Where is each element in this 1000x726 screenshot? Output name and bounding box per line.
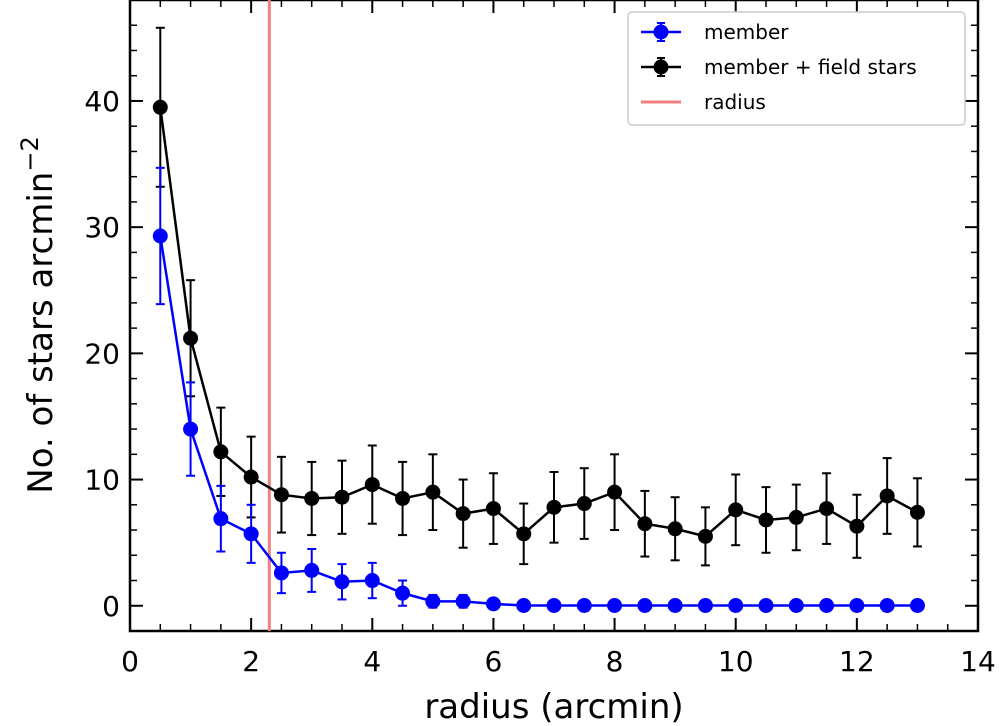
data-point-member-field — [637, 516, 653, 532]
legend-member-label: member — [704, 20, 789, 44]
data-point-member-field — [395, 490, 411, 506]
data-point-member — [546, 598, 562, 614]
data-point-member — [576, 598, 592, 614]
data-point-member — [213, 511, 229, 527]
x-axis-label: radius (arcmin) — [424, 687, 683, 726]
data-point-member — [304, 562, 320, 578]
data-point-member — [697, 598, 713, 614]
legend-box — [627, 11, 966, 126]
tick-labels: 0 2 4 6 8 10 12 14 0 10 20 30 40 — [84, 85, 995, 678]
y-tick-label: 10 — [84, 464, 120, 497]
x-tick-label: 8 — [606, 645, 624, 678]
y-tick-label: 30 — [84, 211, 120, 244]
x-tick-label: 12 — [839, 645, 875, 678]
data-point-member-field — [667, 521, 683, 537]
data-point-member — [183, 421, 199, 437]
data-point-member — [334, 574, 350, 590]
data-point-member-field — [819, 501, 835, 517]
data-point-member-field — [455, 506, 471, 522]
legend-entry-radius: radius — [641, 90, 766, 114]
data-point-member-field — [849, 518, 865, 534]
data-point-member — [849, 598, 865, 614]
data-point-member — [395, 585, 411, 601]
y-tick-label: 0 — [102, 590, 120, 623]
data-point-member-field — [607, 484, 623, 500]
data-point-member — [273, 565, 289, 581]
x-tick-label: 10 — [718, 645, 754, 678]
y-axis-label: No. of stars arcmin−2 — [16, 136, 61, 493]
data-point-member-field — [879, 488, 895, 504]
data-point-member-field — [485, 501, 501, 517]
legend: member member + field stars radius — [627, 11, 966, 126]
data-point-member-field — [364, 477, 380, 493]
legend-radius-label: radius — [704, 90, 766, 114]
series-member — [152, 166, 925, 614]
data-point-member — [728, 598, 744, 614]
y-axis-label-main: No. of stars arcmin — [21, 172, 61, 494]
data-point-member-field — [909, 504, 925, 520]
legend-field-marker — [653, 59, 669, 75]
data-point-member — [758, 598, 774, 614]
data-point-member-field — [546, 499, 562, 515]
data-point-member-field — [516, 526, 532, 542]
data-point-member-field — [243, 469, 259, 485]
data-point-member — [243, 526, 259, 542]
series-line-member — [159, 235, 918, 607]
data-point-member — [364, 573, 380, 589]
data-point-member-field — [788, 509, 804, 525]
x-tick-label: 2 — [242, 645, 260, 678]
data-point-member-field — [273, 487, 289, 503]
y-tick-label: 20 — [84, 337, 120, 370]
data-point-member-field — [183, 330, 199, 346]
data-point-member — [516, 598, 532, 614]
data-point-member — [455, 593, 471, 609]
data-point-member — [879, 598, 895, 614]
x-tick-label: 6 — [485, 645, 503, 678]
legend-entry-member: member — [641, 20, 789, 44]
data-point-member-field — [425, 484, 441, 500]
data-point-member-field — [697, 528, 713, 544]
data-point-member — [788, 598, 804, 614]
data-point-member — [425, 593, 441, 609]
series-line-member-field — [159, 107, 919, 538]
data-point-member-field — [334, 489, 350, 505]
legend-member-marker — [653, 24, 669, 40]
series-layer — [152, 26, 925, 614]
data-point-member — [637, 598, 653, 614]
data-point-member-field — [728, 502, 744, 518]
x-tick-label: 4 — [363, 645, 381, 678]
data-point-member — [607, 598, 623, 614]
x-tick-label: 0 — [121, 645, 139, 678]
y-axis-label-exponent: −2 — [16, 136, 44, 171]
axis-ticks — [129, 0, 979, 632]
legend-field-label: member + field stars — [704, 55, 917, 79]
y-tick-label: 40 — [84, 85, 120, 118]
data-point-member — [667, 598, 683, 614]
data-point-member-field — [576, 496, 592, 512]
x-tick-label: 14 — [960, 645, 996, 678]
data-point-member-field — [152, 99, 168, 115]
data-point-member-field — [758, 512, 774, 528]
data-point-member-field — [213, 444, 229, 460]
legend-entry-member-field: member + field stars — [641, 55, 917, 79]
data-point-member — [152, 228, 168, 244]
data-point-member — [819, 598, 835, 614]
data-point-member-field — [304, 490, 320, 506]
series-member-field — [152, 26, 925, 567]
data-point-member — [909, 598, 925, 614]
data-point-member — [485, 596, 501, 612]
